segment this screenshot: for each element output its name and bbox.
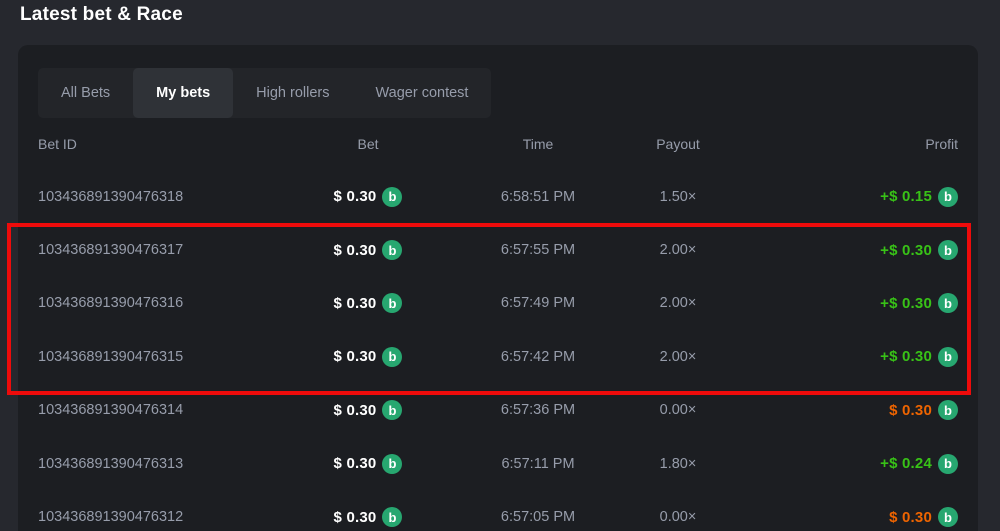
bet-id-value: 103436891390476314 (38, 402, 184, 419)
profit-cell: +$ 0.24 b (728, 453, 958, 474)
tab-item[interactable]: All Bets (38, 68, 133, 118)
coin-icon: b (382, 346, 403, 367)
bet-amount: $ 0.30 (333, 348, 377, 366)
coin-icon: b (382, 186, 403, 207)
coin-icon: b (382, 240, 403, 261)
bet-amount: $ 0.30 (333, 241, 377, 259)
header-bet: Bet (357, 136, 379, 152)
bet-id-value: 103436891390476315 (38, 348, 184, 365)
header-time: Time (522, 136, 554, 152)
tab-label: High rollers (256, 85, 330, 101)
bet-amount: $ 0.30 (333, 508, 377, 526)
tab-item[interactable]: Wager contest (353, 68, 492, 118)
coin-icon: b (382, 293, 403, 314)
bet-time: 6:57:36 PM (500, 402, 576, 419)
bet-payout: 2.00× (659, 242, 697, 259)
bets-tab-bar: All Bets My bets High rollers Wager cont… (38, 68, 492, 118)
bet-time: 6:57:05 PM (500, 509, 576, 526)
bet-payout: 2.00× (659, 295, 697, 312)
profit-amount: $ 0.30 (889, 508, 932, 526)
bet-amount: $ 0.30 (333, 294, 377, 312)
table-row[interactable]: 103436891390476316 $ 0.30 b 6:57:49 PM 2… (38, 277, 958, 330)
table-row[interactable]: 103436891390476313 $ 0.30 b 6:57:11 PM 1… (38, 437, 958, 490)
tab-label: Wager contest (375, 85, 469, 101)
tab-label: All Bets (61, 85, 111, 101)
coin-icon: b (938, 346, 958, 367)
bet-amount: $ 0.30 (333, 188, 377, 206)
bet-id-value: 103436891390476313 (38, 455, 184, 472)
table-body: 103436891390476318 $ 0.30 b 6:58:51 PM 1… (38, 170, 958, 531)
profit-cell: +$ 0.15 b (728, 186, 958, 207)
profit-amount: +$ 0.30 (880, 241, 932, 259)
coin-icon: b (938, 240, 958, 261)
table-row[interactable]: 103436891390476317 $ 0.30 b 6:57:55 PM 2… (38, 223, 958, 276)
coin-icon: b (938, 293, 958, 314)
bet-payout: 1.50× (659, 188, 697, 205)
coin-icon: b (938, 400, 958, 421)
profit-cell: +$ 0.30 b (728, 240, 958, 261)
page-title: Latest bet & Race (20, 4, 183, 25)
bet-cell: $ 0.30 b (288, 453, 448, 474)
coin-icon: b (938, 453, 958, 474)
coin-icon: b (382, 400, 403, 421)
coin-icon: b (938, 186, 958, 207)
profit-cell: $ 0.30 b (728, 507, 958, 528)
table-row[interactable]: 103436891390476315 $ 0.30 b 6:57:42 PM 2… (38, 330, 958, 383)
bet-time: 6:58:51 PM (500, 188, 576, 205)
header-bet-id: Bet ID (38, 136, 77, 152)
bets-table: Bet ID Bet Time Payout Profit 1034368913… (18, 118, 978, 531)
table-header-row: Bet ID Bet Time Payout Profit (38, 118, 958, 170)
bet-id-value: 103436891390476316 (38, 295, 184, 312)
profit-cell: +$ 0.30 b (728, 346, 958, 367)
tab-item[interactable]: My bets (133, 68, 234, 118)
bets-panel: All Bets My bets High rollers Wager cont… (18, 45, 978, 531)
table-row[interactable]: 103436891390476314 $ 0.30 b 6:57:36 PM 0… (38, 384, 958, 437)
bet-id-value: 103436891390476317 (38, 242, 184, 259)
tab-label: My bets (156, 85, 211, 101)
bet-cell: $ 0.30 b (288, 186, 448, 207)
bet-amount: $ 0.30 (333, 455, 377, 473)
bet-time: 6:57:42 PM (500, 348, 576, 365)
bet-payout: 2.00× (659, 348, 697, 365)
bet-payout: 0.00× (659, 402, 697, 419)
header-profit: Profit (925, 136, 958, 152)
bet-id-value: 103436891390476318 (38, 188, 184, 205)
coin-icon: b (382, 507, 403, 528)
profit-amount: +$ 0.30 (880, 348, 932, 366)
coin-icon: b (382, 453, 403, 474)
bet-cell: $ 0.30 b (288, 293, 448, 314)
bet-cell: $ 0.30 b (288, 507, 448, 528)
profit-cell: $ 0.30 b (728, 400, 958, 421)
bet-payout: 0.00× (659, 509, 697, 526)
coin-icon: b (938, 507, 958, 528)
profit-amount: +$ 0.30 (880, 294, 932, 312)
profit-amount: +$ 0.24 (880, 455, 932, 473)
header-payout: Payout (656, 136, 700, 152)
table-row[interactable]: 103436891390476318 $ 0.30 b 6:58:51 PM 1… (38, 170, 958, 223)
profit-cell: +$ 0.30 b (728, 293, 958, 314)
profit-amount: +$ 0.15 (880, 188, 932, 206)
bet-cell: $ 0.30 b (288, 400, 448, 421)
bet-cell: $ 0.30 b (288, 346, 448, 367)
bet-payout: 1.80× (659, 455, 697, 472)
bet-cell: $ 0.30 b (288, 240, 448, 261)
bet-time: 6:57:11 PM (501, 455, 575, 472)
bet-time: 6:57:49 PM (500, 295, 576, 312)
tab-item[interactable]: High rollers (233, 68, 352, 118)
profit-amount: $ 0.30 (889, 401, 932, 419)
bet-id-value: 103436891390476312 (38, 509, 184, 526)
bet-time: 6:57:55 PM (500, 242, 576, 259)
bet-amount: $ 0.30 (333, 401, 377, 419)
table-row[interactable]: 103436891390476312 $ 0.30 b 6:57:05 PM 0… (38, 490, 958, 531)
